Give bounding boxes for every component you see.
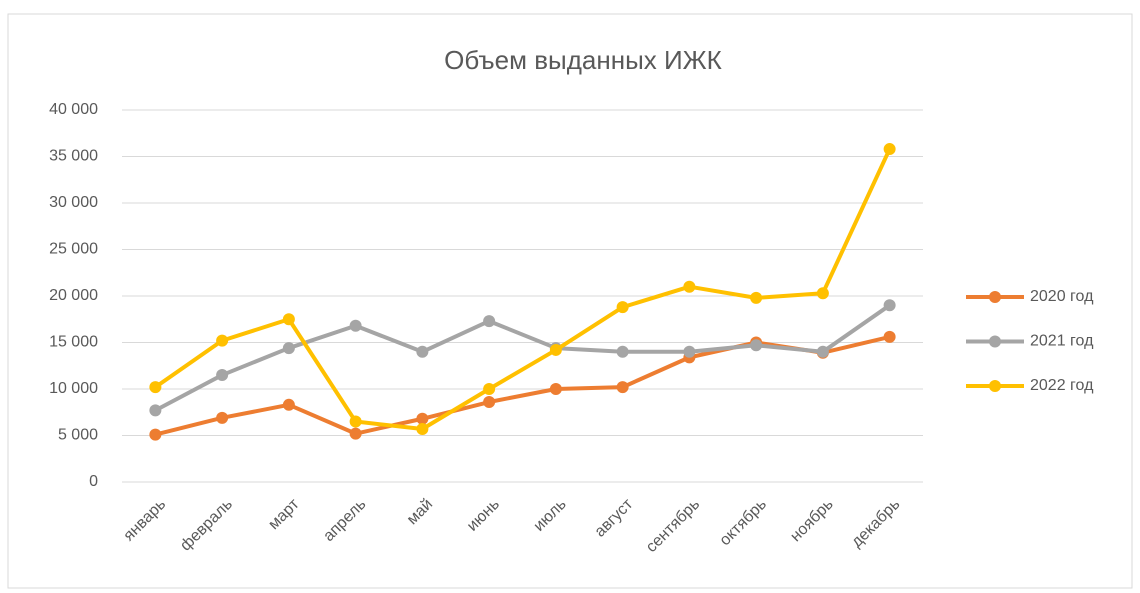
point	[282, 398, 295, 411]
point	[349, 415, 362, 428]
point	[616, 301, 629, 314]
legend-marker	[989, 380, 1001, 392]
y-tick-label: 25 000	[49, 241, 98, 258]
point	[483, 315, 496, 328]
series-line	[154, 148, 892, 431]
point	[216, 411, 229, 424]
point	[216, 369, 229, 382]
y-tick-label: 40 000	[49, 101, 98, 118]
point	[149, 404, 162, 417]
point	[883, 299, 896, 312]
point	[883, 143, 896, 156]
point	[416, 345, 429, 358]
legend-marker	[989, 291, 1001, 303]
legend-marker	[989, 335, 1001, 348]
point	[816, 345, 829, 358]
y-tick-label: 30 000	[49, 194, 98, 211]
series-line	[154, 303, 891, 413]
chart-frame	[7, 13, 1133, 589]
point	[349, 427, 362, 440]
chart-title: Объем выданных ИЖК	[444, 45, 722, 75]
point	[549, 383, 562, 395]
point	[483, 383, 496, 395]
y-tick-label: 0	[89, 473, 98, 490]
point	[883, 330, 896, 343]
point	[282, 342, 295, 355]
point	[816, 287, 829, 300]
point	[149, 428, 162, 441]
point	[282, 313, 295, 326]
series-line	[154, 334, 891, 437]
point	[549, 343, 562, 356]
point	[750, 291, 763, 304]
point	[416, 412, 429, 425]
point	[683, 345, 696, 358]
point	[216, 334, 229, 347]
y-tick-label: 5 000	[58, 427, 98, 444]
legend-label: 2020 год	[1030, 288, 1094, 305]
point	[683, 280, 696, 293]
point	[750, 339, 763, 352]
y-tick-label: 10 000	[49, 380, 98, 397]
point	[416, 422, 429, 435]
y-tick-label: 35 000	[49, 148, 98, 165]
point	[149, 381, 162, 394]
legend-label: 2021 год	[1030, 333, 1094, 350]
y-tick-label: 20 000	[49, 287, 98, 304]
point	[616, 345, 629, 358]
point	[616, 381, 629, 394]
y-tick-label: 15 000	[49, 334, 98, 351]
point	[349, 319, 362, 332]
legend-label: 2022 год	[1030, 377, 1094, 394]
point	[483, 396, 496, 409]
